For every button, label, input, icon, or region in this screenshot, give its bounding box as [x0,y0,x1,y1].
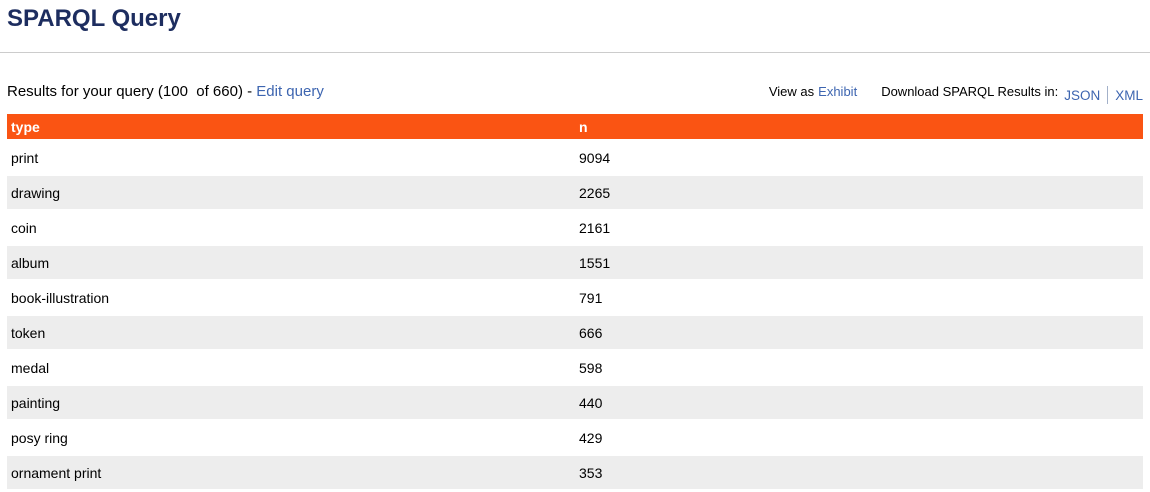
title-divider [0,52,1150,53]
table-row: print 9094 [7,141,1143,174]
cell-type: ornament print [7,456,575,489]
table-row: painting 440 [7,386,1143,419]
cell-n: 2161 [575,211,1143,244]
cell-n: 1551 [575,246,1143,279]
cell-type: posy ring [7,421,575,454]
cell-n: 440 [575,386,1143,419]
table-row: medal 598 [7,351,1143,384]
cell-type: painting [7,386,575,419]
table-row: book-illustration 791 [7,281,1143,314]
cell-type: album [7,246,575,279]
download-xml-link[interactable]: XML [1115,88,1143,103]
results-actions: View as Exhibit Download SPARQL Results … [768,78,1143,104]
table-row: ornament print 353 [7,456,1143,489]
cell-n: 429 [575,421,1143,454]
table-header-row: type n [7,114,1143,139]
table-row: album 1551 [7,246,1143,279]
view-as-label: View as [768,84,815,99]
table-row: token 666 [7,316,1143,349]
cell-type: medal [7,351,575,384]
page-title: SPARQL Query [7,5,181,32]
column-header-type: type [7,114,575,139]
cell-type: drawing [7,176,575,209]
edit-query-link[interactable]: Edit query [256,83,324,100]
results-table: type n print 9094 drawing 2265 coin 2161 album… [7,112,1143,491]
column-header-n: n [575,114,1143,139]
cell-type: token [7,316,575,349]
results-summary: Results for your query (100 of 660) - [7,83,257,100]
sparql-results-page: SPARQL Query Results for your query (100… [0,4,1150,491]
table-row: posy ring 429 [7,421,1143,454]
download-label: Download SPARQL Results in: [881,84,1059,99]
cell-n: 598 [575,351,1143,384]
format-separator [1107,86,1109,104]
table-row: drawing 2265 [7,176,1143,209]
cell-n: 2265 [575,176,1143,209]
cell-type: coin [7,211,575,244]
cell-n: 353 [575,456,1143,489]
cell-type: book-illustration [7,281,575,314]
view-as-exhibit-link[interactable]: Exhibit [818,84,858,99]
results-summary-group: Results for your query (100 of 660) - Ed… [7,84,324,100]
download-json-link[interactable]: JSON [1064,88,1101,103]
cell-type: print [7,141,575,174]
cell-n: 9094 [575,141,1143,174]
table-row: coin 2161 [7,211,1143,244]
results-bar: Results for your query (100 of 660) - Ed… [7,78,1143,104]
cell-n: 666 [575,316,1143,349]
cell-n: 791 [575,281,1143,314]
